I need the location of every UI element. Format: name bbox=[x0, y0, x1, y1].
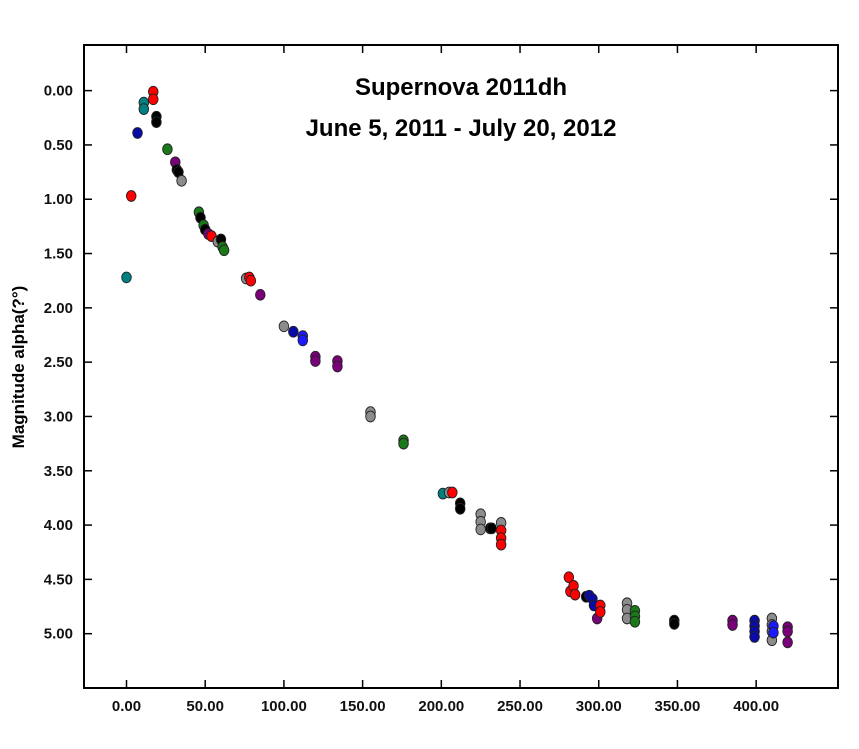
data-point bbox=[218, 244, 230, 257]
x-tick-labels: 0.00 50.00 100.00 150.00 200.00 250.00 300.00 3… bbox=[112, 698, 779, 715]
y-tick-label: 0.00 bbox=[44, 83, 73, 100]
data-point bbox=[255, 288, 266, 301]
y-tick-labels: 0.00 0.50 1.00 1.50 2.00 2.50 3.00 3.50 4.00 4.50… bbox=[44, 83, 73, 643]
data-point bbox=[727, 619, 738, 631]
chart-subtitle: June 5, 2011 - July 20, 2012 bbox=[306, 115, 617, 142]
data-point bbox=[148, 93, 159, 106]
x-tick-label: 400.00 bbox=[733, 698, 779, 715]
y-tick-label: 4.00 bbox=[44, 517, 73, 534]
data-point bbox=[288, 325, 299, 338]
x-tick-label: 250.00 bbox=[497, 698, 543, 715]
data-point bbox=[245, 274, 257, 287]
data-point bbox=[669, 618, 680, 630]
data-point bbox=[162, 143, 173, 156]
data-point bbox=[569, 588, 581, 601]
data-point bbox=[495, 538, 507, 551]
data-point bbox=[121, 271, 132, 284]
data-point bbox=[176, 174, 187, 187]
y-tick-label: 2.50 bbox=[44, 354, 73, 371]
plot-frame bbox=[83, 44, 839, 689]
data-point bbox=[782, 636, 793, 649]
data-point bbox=[486, 522, 497, 535]
data-point bbox=[768, 626, 779, 639]
data-point bbox=[629, 615, 641, 628]
y-tick-label: 4.50 bbox=[44, 571, 73, 588]
data-point bbox=[332, 360, 343, 373]
x-tick-label: 350.00 bbox=[654, 698, 700, 715]
data-point bbox=[310, 355, 321, 367]
data-point bbox=[454, 502, 466, 515]
data-point bbox=[475, 523, 486, 536]
data-point bbox=[125, 190, 137, 202]
axis-ticks bbox=[84, 45, 838, 688]
x-tick-label: 300.00 bbox=[576, 698, 622, 715]
data-point bbox=[278, 320, 290, 333]
data-point bbox=[151, 116, 162, 128]
x-tick-label: 0.00 bbox=[112, 698, 141, 715]
x-tick-label: 100.00 bbox=[261, 698, 307, 715]
data-point bbox=[132, 127, 143, 139]
data-points bbox=[121, 85, 793, 649]
data-point bbox=[398, 437, 409, 450]
y-tick-label: 1.50 bbox=[44, 246, 73, 263]
data-point bbox=[365, 410, 376, 423]
y-tick-label: 1.00 bbox=[44, 191, 73, 208]
y-axis-label: Magnitude alpha(?°) bbox=[9, 286, 28, 449]
y-tick-label: 3.00 bbox=[44, 408, 73, 425]
x-tick-label: 50.00 bbox=[186, 698, 224, 715]
data-point bbox=[447, 486, 458, 499]
y-tick-label: 3.50 bbox=[44, 463, 73, 480]
x-tick-label: 150.00 bbox=[340, 698, 386, 715]
data-point bbox=[595, 606, 606, 618]
x-tick-label: 200.00 bbox=[418, 698, 464, 715]
data-point bbox=[138, 103, 150, 115]
data-point bbox=[297, 334, 309, 347]
data-point bbox=[782, 625, 793, 638]
y-tick-label: 2.00 bbox=[44, 300, 73, 317]
y-tick-label: 5.00 bbox=[44, 626, 73, 643]
data-point bbox=[749, 631, 760, 643]
chart-title: Supernova 2011dh bbox=[355, 74, 567, 101]
data-point bbox=[563, 571, 575, 584]
y-tick-label: 0.50 bbox=[44, 137, 73, 154]
